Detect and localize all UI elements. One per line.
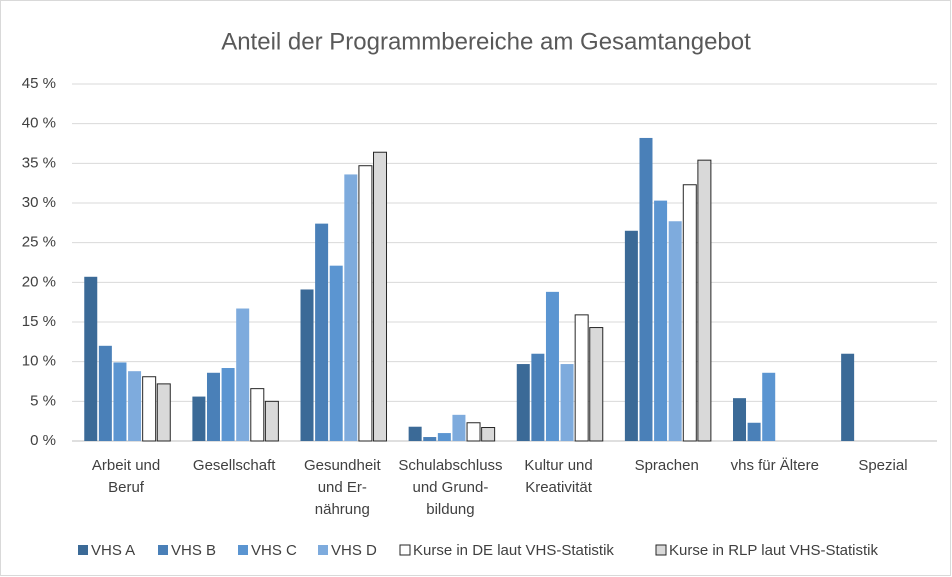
bar (574, 314, 589, 442)
bar (142, 376, 157, 442)
y-tick-label: 40 % (22, 115, 56, 132)
bar (264, 400, 279, 442)
x-tick-label: Sprachen (635, 457, 699, 474)
legend-label: Kurse in DE laut VHS-Statistik (413, 542, 614, 559)
bar (481, 427, 496, 442)
y-tick-label: 25 % (22, 234, 56, 251)
legend-swatch (318, 545, 328, 555)
legend-label: VHS D (331, 542, 377, 559)
y-tick-label: 10 % (22, 353, 56, 370)
x-tick-label: vhs für Ältere (731, 457, 819, 474)
bar (762, 372, 776, 441)
bar (668, 221, 682, 441)
legend-label: VHS C (251, 542, 297, 559)
bar (589, 327, 604, 442)
y-tick-label: 0 % (30, 432, 56, 449)
legend-label: VHS A (91, 542, 135, 559)
legend-swatch (399, 544, 411, 556)
bar (560, 364, 574, 441)
bar (358, 165, 373, 442)
bar (466, 422, 481, 442)
bar (250, 388, 265, 442)
bar (437, 433, 451, 441)
bar (624, 230, 638, 441)
bar (236, 308, 250, 441)
bar (84, 276, 98, 441)
bar (733, 398, 747, 441)
legend-swatch (238, 545, 248, 555)
x-tick-label: Spezial (858, 457, 907, 474)
bar (315, 223, 329, 441)
bar (221, 368, 235, 441)
y-tick-label: 45 % (22, 75, 56, 92)
bar (639, 137, 653, 442)
y-tick-label: 35 % (22, 154, 56, 171)
x-tick-label: Kultur und Kreativität (524, 457, 592, 496)
x-tick-label: Gesundheit und Er-nährung (304, 457, 382, 518)
y-tick-label: 15 % (22, 313, 56, 330)
legend-swatch (158, 545, 168, 555)
bar (329, 265, 343, 441)
bar (344, 174, 358, 441)
bar (373, 151, 388, 442)
bar (408, 426, 422, 441)
bar (516, 364, 530, 441)
bar (98, 345, 112, 441)
legend-swatch (78, 545, 88, 555)
bar (206, 372, 220, 441)
legend-label: VHS B (171, 542, 216, 559)
bar (423, 437, 437, 441)
legend-swatch (655, 544, 667, 556)
bar (697, 159, 712, 442)
bar (682, 184, 697, 442)
y-tick-label: 5 % (30, 392, 56, 409)
bar (300, 289, 314, 441)
bar (747, 422, 761, 441)
y-tick-label: 30 % (22, 194, 56, 211)
bar (531, 353, 545, 441)
bar (156, 383, 171, 442)
legend-label: Kurse in RLP laut VHS-Statistik (669, 542, 878, 559)
bar (128, 371, 142, 441)
chart-title: Anteil der Programmbereiche am Gesamtang… (221, 28, 751, 55)
bar (654, 200, 668, 441)
x-tick-label: Arbeit und Beruf (92, 457, 160, 496)
bar (841, 353, 855, 441)
x-tick-label: Gesellschaft (193, 457, 276, 474)
bar (192, 396, 206, 441)
bar (452, 414, 466, 441)
bar (545, 291, 559, 441)
x-tick-label: Schulabschluss und Grund-bildung (398, 457, 502, 518)
y-tick-label: 20 % (22, 273, 56, 290)
bar (113, 362, 127, 441)
